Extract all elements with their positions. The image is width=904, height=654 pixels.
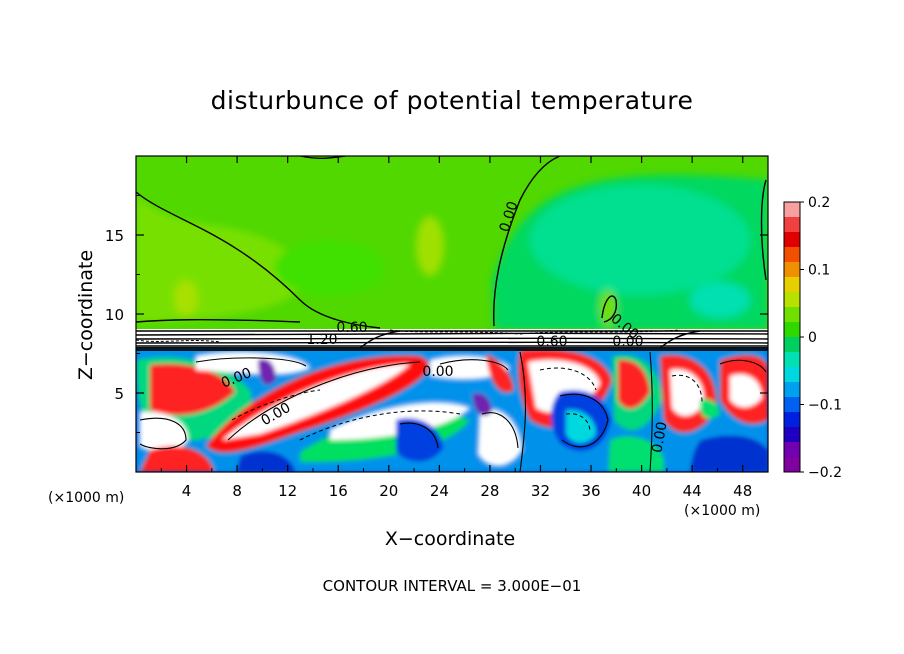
x-tick-label: 48 <box>733 482 752 500</box>
x-tick-label: 44 <box>683 482 702 500</box>
colorbar-swatch <box>784 307 800 323</box>
colorbar-swatch <box>784 217 800 233</box>
colorbar-swatch <box>784 247 800 263</box>
y-axis: 5 10 15 <box>105 195 768 433</box>
colorbar-swatch <box>784 412 800 428</box>
contour-label: 1.20 <box>306 332 337 348</box>
x-tick-label: 8 <box>232 482 242 500</box>
colorbar-swatch <box>784 292 800 308</box>
chart-title: disturbunce of potential temperature <box>210 86 694 115</box>
lower-dashed-contours <box>231 367 703 441</box>
x-unit-left: (×1000 m) <box>48 490 125 506</box>
colorbar-swatch <box>784 232 800 248</box>
colorbar-tick-label: −0.1 <box>808 398 842 414</box>
x-tick-label: 4 <box>182 482 192 500</box>
colorbar-swatch <box>784 382 800 398</box>
x-tick-label: 40 <box>632 482 651 500</box>
contour-label: 0.60 <box>536 334 567 350</box>
lower-layer-shading <box>136 345 768 472</box>
x-tick-label: 32 <box>531 482 550 500</box>
colorbar-swatch <box>784 202 800 218</box>
colorbar-tick-label: 0.2 <box>808 195 830 211</box>
colorbar-swatch <box>784 352 800 368</box>
x-axis: 4 8 12 16 20 24 28 32 36 40 44 48 <box>160 156 752 500</box>
colorbar-tick-label: −0.2 <box>808 465 842 481</box>
x-tick-label: 36 <box>581 482 600 500</box>
colorbar-swatch <box>784 397 800 413</box>
lower-contours <box>139 351 767 472</box>
colorbar-tick-label: 0 <box>808 330 817 346</box>
colorbar-tick-label: 0.1 <box>808 263 830 279</box>
contour-interval-label: CONTOUR INTERVAL = 3.000E−01 <box>322 577 582 595</box>
y-tick-label: 10 <box>105 306 124 324</box>
x-tick-label: 16 <box>329 482 348 500</box>
band-base-line <box>136 347 768 351</box>
x-tick-label: 28 <box>480 482 499 500</box>
colorbar-swatch <box>784 457 800 473</box>
colorbar-swatch <box>784 442 800 458</box>
y-tick-label: 15 <box>105 227 124 245</box>
colorbar-swatch <box>784 277 800 293</box>
colorbar-swatch <box>784 367 800 383</box>
band-dashed-contours <box>136 329 681 343</box>
colorbar-swatch <box>784 262 800 278</box>
x-tick-label: 20 <box>379 482 398 500</box>
x-tick-label: 24 <box>430 482 449 500</box>
y-axis-label: Z−coordinate <box>75 249 97 381</box>
y-tick-label: 5 <box>114 385 124 403</box>
contour-label: 0.00 <box>649 421 670 454</box>
upper-layer-shading <box>136 174 768 330</box>
x-tick-label: 12 <box>278 482 297 500</box>
contour-label: 0.00 <box>612 334 643 350</box>
x-unit-right: (×1000 m) <box>684 503 761 519</box>
contour-label: 0.00 <box>422 364 453 380</box>
contour-label: 0.60 <box>336 320 367 336</box>
colorbar-swatch <box>784 322 800 338</box>
colorbar: 0.2 0.1 0 −0.1 −0.2 <box>783 195 842 481</box>
upper-contours <box>136 156 767 329</box>
x-axis-label: X−coordinate <box>384 528 516 550</box>
heatmap-field <box>136 156 768 472</box>
colorbar-swatch <box>784 337 800 353</box>
colorbar-swatch <box>784 427 800 443</box>
